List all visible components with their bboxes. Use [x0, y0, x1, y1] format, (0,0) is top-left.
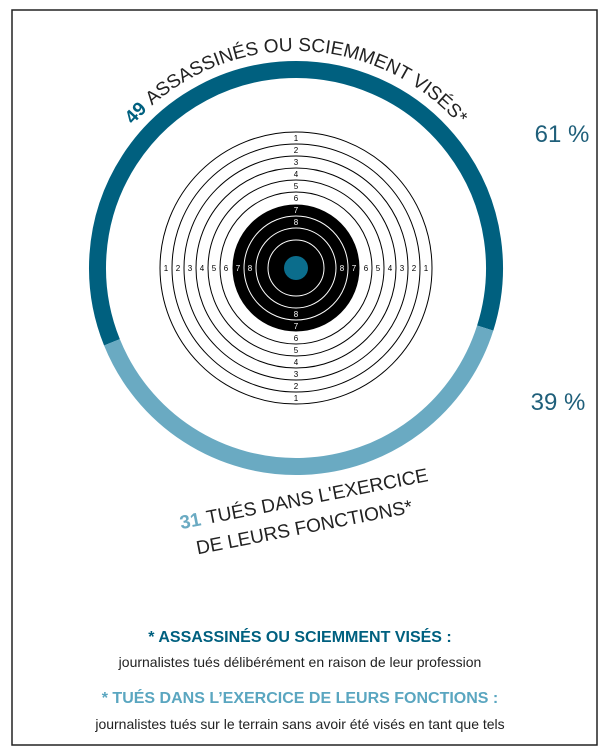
- ring-number: 3: [294, 158, 299, 167]
- ring-number: 5: [294, 346, 299, 355]
- ring-number: 8: [294, 310, 299, 319]
- ring-number: 7: [294, 206, 299, 215]
- note-title: * ASSASSINÉS OU SCIEMMENT VISÉS :: [148, 627, 451, 646]
- note-title: * TUÉS DANS L’EXERCICE DE LEURS FONCTION…: [102, 688, 498, 707]
- ring-number: 8: [248, 264, 253, 273]
- percent-label: 39 %: [531, 389, 586, 416]
- ring-number: 4: [294, 358, 299, 367]
- ring-number: 5: [212, 264, 217, 273]
- ring-number: 4: [388, 264, 393, 273]
- count: 31: [178, 509, 203, 534]
- ring-number: 7: [294, 322, 299, 331]
- note-text: journalistes tués délibérément en raison…: [118, 654, 482, 670]
- bullseye: [284, 256, 308, 280]
- ring-number: 7: [352, 264, 357, 273]
- donut-segment: [104, 325, 494, 475]
- ring-number: 4: [200, 264, 205, 273]
- ring-number: 8: [340, 264, 345, 273]
- ring-number: 6: [294, 334, 299, 343]
- ring-number: 3: [294, 370, 299, 379]
- ring-number: 8: [294, 218, 299, 227]
- ring-number: 3: [188, 264, 193, 273]
- ring-number: 4: [294, 170, 299, 179]
- ring-number: 6: [224, 264, 229, 273]
- percent-label: 61 %: [535, 121, 590, 148]
- donut-segment: [89, 61, 503, 346]
- ring-number: 6: [364, 264, 369, 273]
- donut: [89, 61, 503, 475]
- ring-number: 5: [376, 264, 381, 273]
- ring-number: 5: [294, 182, 299, 191]
- ring-number: 1: [424, 264, 429, 273]
- ring-number: 3: [400, 264, 405, 273]
- ring-number: 2: [294, 382, 299, 391]
- ring-number: 1: [164, 264, 169, 273]
- ring-number: 2: [294, 146, 299, 155]
- ring-number: 2: [412, 264, 417, 273]
- ring-number: 1: [294, 134, 299, 143]
- ring-number: 6: [294, 194, 299, 203]
- note-text: journalistes tués sur le terrain sans av…: [94, 716, 504, 732]
- ring-number: 1: [294, 394, 299, 403]
- ring-number: 7: [236, 264, 241, 273]
- ring-number: 2: [176, 264, 181, 273]
